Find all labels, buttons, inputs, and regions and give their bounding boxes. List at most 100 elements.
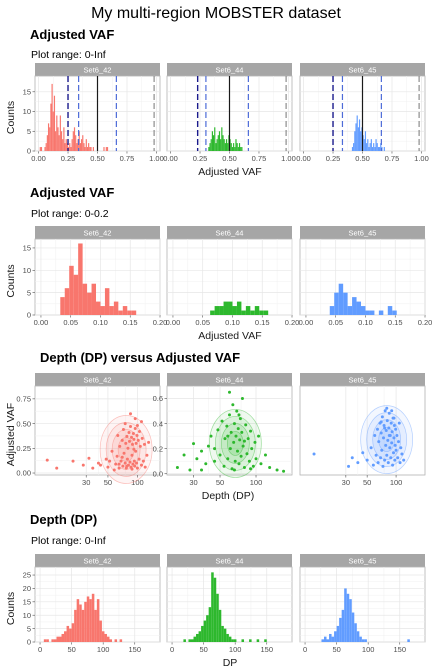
scatter-point [238, 417, 242, 421]
histogram-bar [201, 625, 204, 642]
scatter-point [132, 447, 136, 451]
section-1-subtitle: Plot range: 0-Inf [31, 49, 106, 61]
scatter-point [131, 431, 135, 435]
scatter-point [385, 419, 389, 423]
histogram-bar [341, 609, 345, 642]
histogram-bar [259, 310, 264, 315]
histogram-bar [241, 310, 246, 315]
scatter-point [391, 463, 395, 467]
histogram-bar [122, 306, 128, 315]
histogram-bar [89, 147, 91, 151]
histogram-bar [82, 283, 88, 315]
histogram-bar [105, 147, 107, 151]
scatter-point [251, 464, 255, 468]
histogram-bar [88, 143, 90, 151]
scatter-point [135, 461, 139, 465]
histogram-bar [64, 143, 66, 151]
histogram-bar [84, 601, 87, 642]
y-tick-label: 0.0 [153, 469, 163, 478]
scatter-point [312, 452, 316, 456]
histogram-bar [73, 274, 79, 315]
scatter-point [229, 430, 233, 434]
scatter-point [369, 446, 373, 450]
histogram-bar [91, 593, 95, 642]
scatter-point [386, 438, 390, 442]
histogram-bar [206, 615, 209, 642]
scatter-point [139, 463, 143, 467]
histogram-bar [69, 265, 74, 315]
histogram-bar [45, 143, 47, 151]
scatter-point [133, 417, 137, 421]
scatter-point [122, 451, 126, 455]
scatter-point [395, 433, 399, 437]
histogram-bar [76, 143, 78, 151]
histogram-bar [331, 636, 335, 642]
y-axis-label: Adjusted VAF [5, 403, 17, 466]
histogram-bar [64, 288, 70, 315]
histogram-bar [245, 306, 251, 315]
x-tick-label: 1.00 [414, 154, 429, 163]
histogram-bar [114, 639, 118, 642]
x-tick-label: 0.25 [61, 154, 76, 163]
histogram-bar [339, 617, 342, 642]
x-tick-label: 30 [342, 478, 350, 487]
y-tick-label: 5 [27, 288, 31, 297]
scatter-point [143, 465, 147, 469]
scatter-point [347, 464, 351, 468]
scatter-point [384, 429, 388, 432]
histogram-bar [346, 593, 350, 642]
scatter-point [142, 442, 146, 446]
section-4-title: Depth (DP) [30, 512, 97, 527]
y-axis-label: Counts [5, 101, 17, 134]
strip-header [300, 554, 425, 567]
histogram-bar [387, 306, 393, 315]
x-tick-label: 0.00 [296, 154, 311, 163]
scatter-point [188, 468, 192, 472]
scatter-point [45, 458, 49, 462]
histogram-bar [127, 310, 132, 315]
histogram-bar [94, 609, 97, 642]
scatter-point [238, 438, 242, 442]
histogram-bar [365, 310, 370, 315]
scatter-point [231, 403, 235, 407]
histogram-bar [50, 103, 52, 151]
histogram-bar [368, 147, 370, 151]
histogram-bar [228, 636, 232, 642]
histogram-bar [366, 143, 368, 151]
scatter-point [121, 464, 125, 468]
scatter-point [383, 409, 387, 413]
x-tick-label: 0.25 [193, 154, 208, 163]
histogram-bar [58, 135, 60, 151]
histogram-bar [190, 639, 194, 642]
strip-label: Set6_45 [349, 557, 377, 566]
x-tick-label: 50 [199, 645, 207, 654]
scatter-point [232, 440, 236, 444]
scatter-point [117, 466, 121, 470]
scatter-point [71, 459, 75, 463]
histogram-bar [226, 633, 229, 642]
histogram-bar [354, 131, 356, 151]
histogram-bar [233, 639, 237, 642]
scatter-point [226, 457, 230, 461]
panel-background [299, 566, 426, 643]
panel-background [166, 385, 293, 476]
strip-header [35, 63, 160, 76]
y-tick-label: 10 [23, 611, 31, 620]
scatter-point [282, 469, 286, 473]
scatter-point [379, 431, 383, 435]
panel-Set6_44: Set6_44 0 50 100 150 [166, 554, 293, 654]
histogram-bar [85, 139, 87, 151]
histogram-bar [352, 297, 357, 315]
scatter-point [133, 464, 137, 468]
x-tick-label: 0.00 [166, 318, 181, 327]
y-axis-label: Counts [5, 264, 17, 297]
scatter-point [380, 448, 384, 452]
histogram-bar [355, 123, 357, 151]
x-tick-label: 0.75 [385, 154, 400, 163]
histogram-bar [216, 139, 218, 151]
scatter-point [237, 462, 241, 466]
scatter-point [247, 459, 251, 463]
x-tick-label: 100 [229, 645, 242, 654]
panel-Set6_44: Set6_44 0.00 0.05 0.10 0.15 0.20 [166, 226, 299, 327]
scatter-point [253, 440, 257, 444]
